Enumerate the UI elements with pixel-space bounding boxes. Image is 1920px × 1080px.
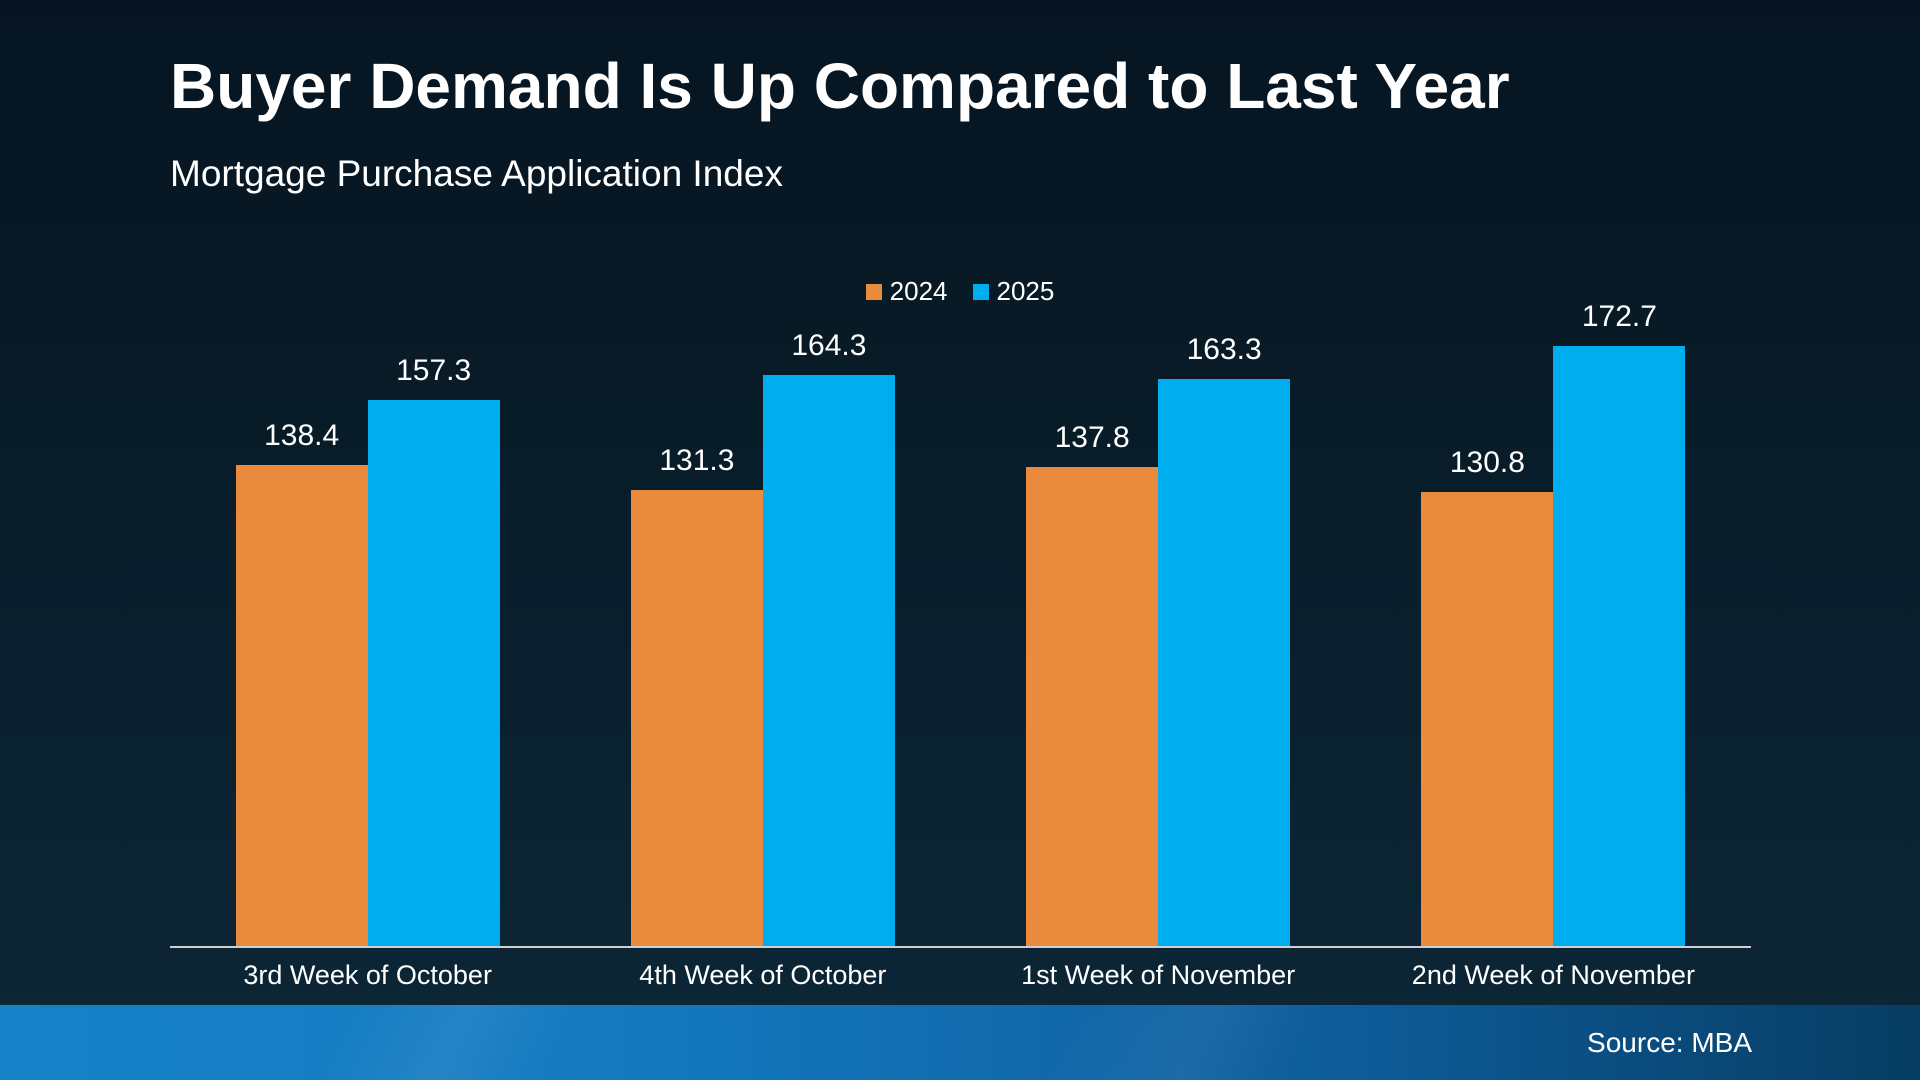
legend-item-2025: 2025 bbox=[972, 276, 1055, 307]
value-label: 163.3 bbox=[1186, 332, 1262, 366]
bar-2024: 138.4 bbox=[235, 419, 368, 946]
legend-swatch-2025 bbox=[972, 283, 989, 300]
value-label: 130.8 bbox=[1449, 445, 1525, 479]
plot-area: 138.4 157.3 131.3 164.3 137.8 163.3 130.8 172.7 bbox=[170, 290, 1751, 948]
category-label: 2nd Week of November bbox=[1411, 960, 1695, 990]
value-label: 157.3 bbox=[396, 353, 472, 387]
bar-2024: 130.8 bbox=[1421, 446, 1554, 946]
bar-group: 130.8 172.7 bbox=[1356, 290, 1751, 946]
value-label: 164.3 bbox=[791, 329, 867, 363]
value-label: 172.7 bbox=[1581, 300, 1657, 333]
bar-2025: 163.3 bbox=[1158, 333, 1291, 946]
bar-2024: 137.8 bbox=[1026, 421, 1159, 946]
chart-title: Buyer Demand Is Up Compared to Last Year bbox=[170, 50, 1510, 122]
value-label: 138.4 bbox=[264, 419, 340, 453]
footer-band: Source: MBA bbox=[0, 1005, 1920, 1080]
category-label: 4th Week of October bbox=[639, 960, 887, 990]
bar-2024: 131.3 bbox=[630, 444, 763, 946]
source-label: Source: MBA bbox=[1587, 1026, 1752, 1058]
bar-group: 131.3 164.3 bbox=[565, 290, 960, 946]
bar-2025: 172.7 bbox=[1553, 300, 1686, 946]
category-label: 1st Week of November bbox=[1021, 960, 1296, 990]
legend-item-2024: 2024 bbox=[865, 276, 948, 307]
legend-swatch-2024 bbox=[865, 283, 882, 300]
legend-label: 2024 bbox=[889, 276, 948, 306]
legend: 2024 2025 bbox=[0, 276, 1920, 307]
bar-2025: 157.3 bbox=[367, 354, 500, 946]
bar-group: 138.4 157.3 bbox=[170, 290, 565, 946]
bar-group: 137.8 163.3 bbox=[961, 290, 1356, 946]
value-label: 137.8 bbox=[1054, 421, 1130, 455]
bar-2025: 164.3 bbox=[762, 329, 895, 946]
category-label: 3rd Week of October bbox=[243, 960, 492, 990]
chart-subtitle: Mortgage Purchase Application Index bbox=[170, 153, 783, 194]
x-axis-labels: 3rd Week of October 4th Week of October 1s… bbox=[170, 960, 1751, 991]
legend-label: 2025 bbox=[996, 276, 1055, 306]
value-label: 131.3 bbox=[659, 443, 735, 477]
